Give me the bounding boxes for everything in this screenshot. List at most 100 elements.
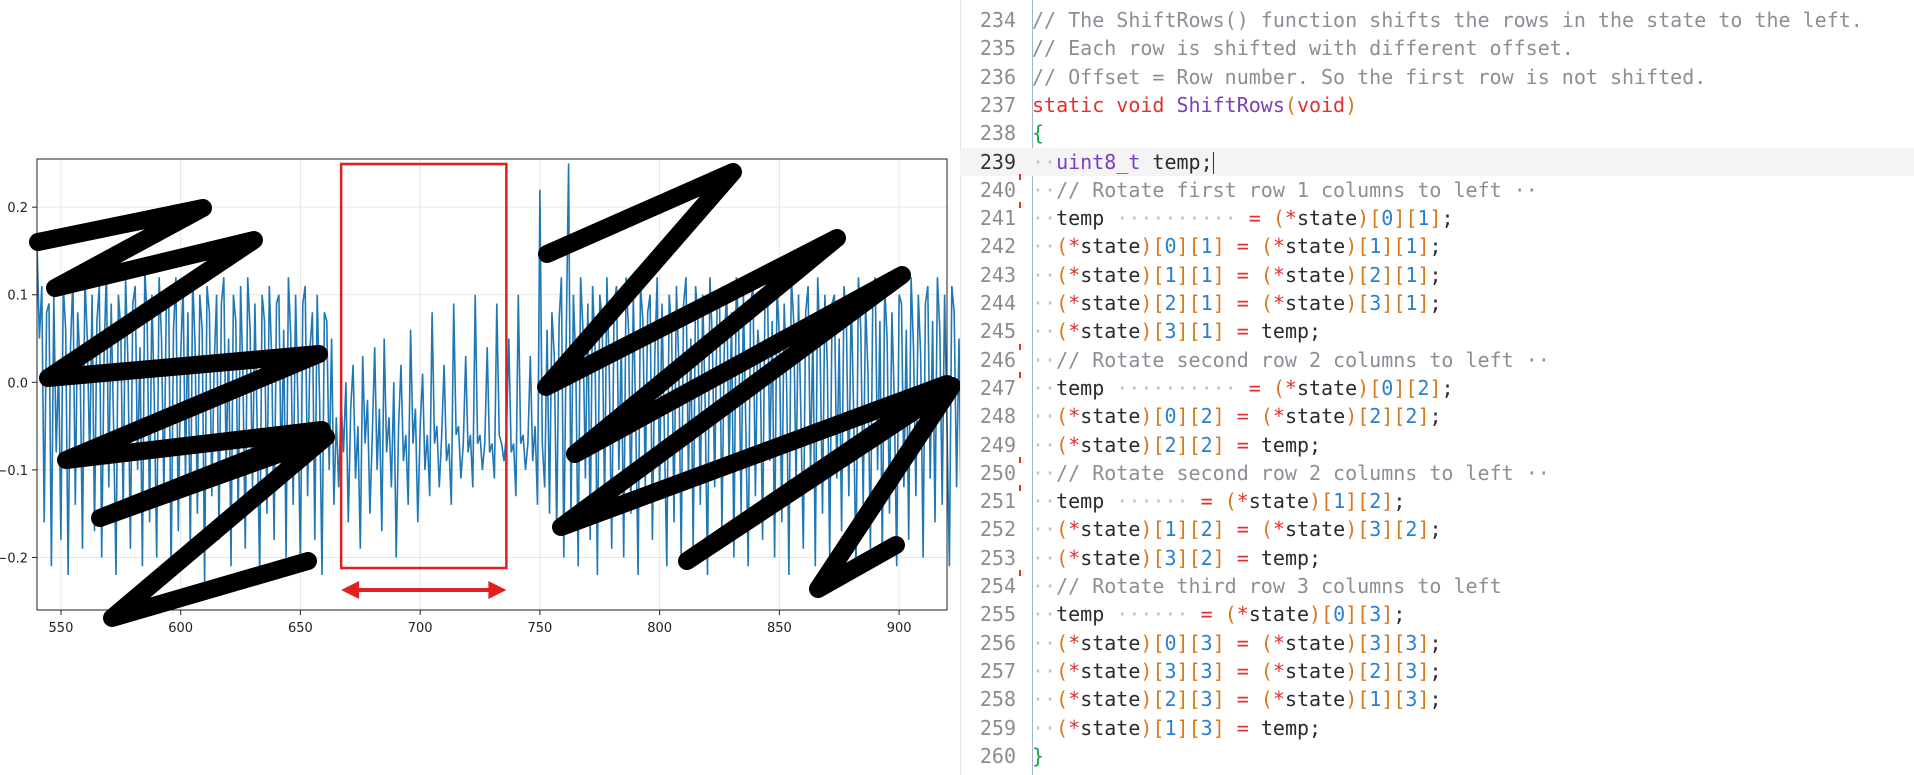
code-token: temp; <box>1248 545 1322 570</box>
code-line[interactable]: 237 static void ShiftRows(void) <box>960 91 1914 119</box>
code-token: * <box>1272 687 1285 712</box>
code-line[interactable]: 241 ··temp ·········· = (*state)[0][1]; <box>960 204 1914 232</box>
code-line[interactable]: 236 // Offset = Row number. So the first … <box>960 63 1914 91</box>
code-token: state <box>1284 517 1346 542</box>
code-token: = <box>1236 687 1249 712</box>
line-number: 248 <box>979 404 1016 429</box>
code-token: ( <box>1056 291 1069 315</box>
code-token: ] <box>1417 234 1430 259</box>
code-line[interactable]: 256 ··(*state)[0][3] = (*state)[3][3]; <box>960 629 1914 657</box>
code-token: ] <box>1381 602 1394 627</box>
line-number: 255 <box>979 602 1016 627</box>
code-token: 3 <box>1164 545 1177 570</box>
code-token: state <box>1080 234 1141 259</box>
code-line[interactable]: 250 ··// Rotate second row 2 columns to l… <box>960 459 1914 487</box>
code-line[interactable]: 251 ··temp ······ = (*state)[1][2]; <box>960 487 1914 515</box>
x-tick-label: 850 <box>767 621 792 636</box>
code-token: 3 <box>1200 687 1213 712</box>
code-line[interactable]: 243 ··(*state)[1][1] = (*state)[2][1]; <box>960 261 1914 289</box>
code-token: 3 <box>1369 517 1382 542</box>
arrow-head-right <box>488 581 507 599</box>
code-token: 2 <box>1417 375 1430 400</box>
code-token: ; <box>1393 489 1406 514</box>
code-line[interactable]: 246 ··// Rotate second row 2 columns to l… <box>960 346 1914 374</box>
code-token: temp <box>1056 375 1105 400</box>
code-token: ; <box>1429 658 1442 683</box>
code-token: temp <box>1056 602 1105 627</box>
code-token: // Rotate second row 2 columns to left ·… <box>1056 460 1550 485</box>
line-number: 253 <box>979 545 1016 570</box>
code-token: state <box>1080 545 1141 570</box>
code-line[interactable]: 260} <box>960 742 1914 770</box>
code-token: )[ <box>1140 291 1165 315</box>
x-axis: 550 600 650 700 750 800 850 900 <box>49 610 912 636</box>
code-line[interactable]: 253 ··(*state)[3][2] = temp; <box>960 544 1914 572</box>
code-line[interactable]: 258 ··(*state)[2][3] = (*state)[1][3]; <box>960 685 1914 713</box>
code-text: // The ShiftRows() function shifts the r… <box>1032 6 1863 34</box>
code-token: ][ <box>1381 687 1406 712</box>
code-line[interactable]: 234 // The ShiftRows() function shifts th… <box>960 6 1914 34</box>
code-token: ( <box>1056 658 1069 683</box>
code-text: ··(*state)[2][2] = temp; <box>1032 431 1321 459</box>
code-token <box>1249 659 1261 683</box>
code-line[interactable]: 254 ··// Rotate third row 3 columns to le… <box>960 572 1914 600</box>
code-text: ··temp ·········· = (*state)[0][2]; <box>1032 374 1454 402</box>
code-line[interactable]: 257 ··(*state)[3][3] = (*state)[2][3]; <box>960 657 1914 685</box>
code-token: ·· <box>1032 715 1057 740</box>
code-token: ][ <box>1345 602 1370 627</box>
code-line[interactable]: 242 ··(*state)[0][1] = (*state)[1][1]; <box>960 232 1914 260</box>
code-editor[interactable] <box>960 0 1914 775</box>
code-line[interactable]: 249 ··(*state)[2][2] = temp; <box>960 431 1914 459</box>
change-marker <box>1019 371 1021 378</box>
code-token: )[ <box>1140 545 1165 570</box>
code-token: ] <box>1429 375 1442 400</box>
code-token: ( <box>1260 658 1273 683</box>
code-token: // Each row is shifted with different of… <box>1032 36 1574 61</box>
code-token: ·· <box>1032 375 1057 400</box>
code-token: ·· <box>1032 262 1057 287</box>
code-line[interactable]: 245 ··(*state)[3][1] = temp; <box>960 317 1914 345</box>
code-token: 0 <box>1164 404 1177 429</box>
line-number: 246 <box>979 347 1016 372</box>
code-token: ][ <box>1381 262 1406 287</box>
code-token: * <box>1068 291 1081 315</box>
change-marker <box>1019 570 1021 576</box>
code-token: static <box>1032 92 1105 117</box>
code-token: ][ <box>1176 234 1201 259</box>
code-token: 1 <box>1369 687 1382 712</box>
code-token: // Offset = Row number. So the first row… <box>1032 64 1707 89</box>
line-number: 236 <box>979 64 1016 89</box>
code-line[interactable]: 247 ··temp ·········· = (*state)[0][2]; <box>960 374 1914 402</box>
code-token: ······ <box>1104 602 1201 627</box>
code-line[interactable]: 259 ··(*state)[1][3] = temp; <box>960 714 1914 742</box>
code-line[interactable]: 255 ··temp ······ = (*state)[0][3]; <box>960 600 1914 628</box>
code-token <box>1164 93 1176 117</box>
change-marker <box>1019 343 1021 350</box>
code-line[interactable]: 252 ··(*state)[1][2] = (*state)[3][2]; <box>960 515 1914 543</box>
code-token: 1 <box>1200 291 1213 315</box>
code-token <box>1225 631 1237 655</box>
code-line[interactable]: 239 ··uint8_t temp; <box>960 147 1914 176</box>
code-token: ( <box>1260 291 1273 315</box>
code-line[interactable]: 244 ··(*state)[2][1] = (*state)[3][1]; <box>960 289 1914 317</box>
code-token: { <box>1032 121 1045 146</box>
code-text: ··// Rotate second row 2 columns to left… <box>1032 459 1550 487</box>
code-token: ( <box>1284 92 1297 117</box>
code-token: * <box>1272 234 1285 259</box>
code-token: ][ <box>1176 687 1201 712</box>
code-line[interactable]: 240 ··// Rotate first row 1 columns to le… <box>960 176 1914 204</box>
code-token: 2 <box>1200 404 1213 429</box>
code-text: // Offset = Row number. So the first row… <box>1032 63 1706 91</box>
code-token <box>1225 687 1237 711</box>
code-token: * <box>1068 687 1081 712</box>
line-number: 240 <box>979 177 1016 202</box>
code-token: 1 <box>1405 234 1418 259</box>
code-line[interactable]: 238 { <box>960 119 1914 147</box>
fold-gutter-line <box>1032 0 1033 775</box>
code-line[interactable]: 235 // Each row is shifted with different… <box>960 34 1914 62</box>
y-axis: 0.2 0.1 0.0 −0.1 −0.2 <box>0 201 37 566</box>
code-line[interactable]: 248 ··(*state)[0][2] = (*state)[2][2]; <box>960 402 1914 430</box>
code-token: ( <box>1056 630 1069 655</box>
code-token: 1 <box>1333 489 1346 514</box>
code-text: ··// Rotate third row 3 columns to left <box>1032 572 1502 600</box>
